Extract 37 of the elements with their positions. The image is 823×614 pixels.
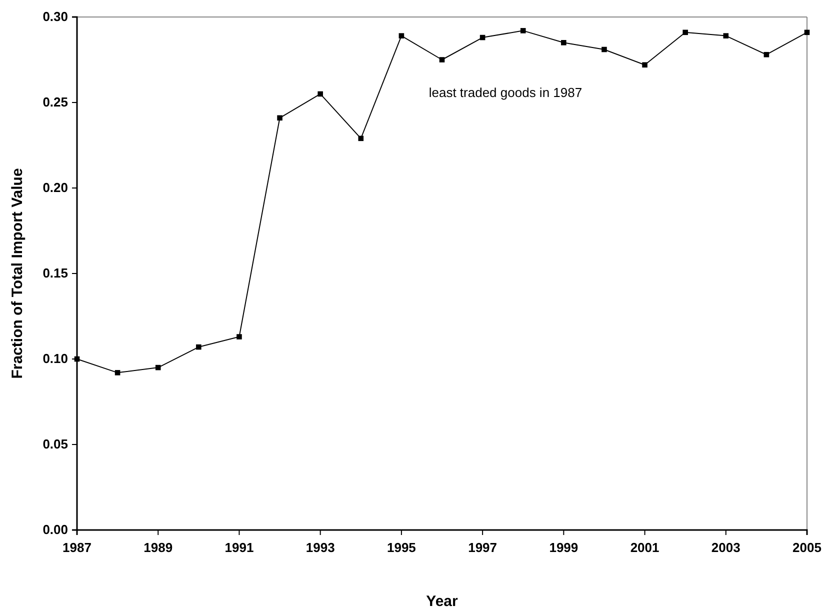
point (358, 136, 364, 142)
point (602, 46, 607, 52)
x-tick-label: 1989 (144, 540, 173, 556)
x-tick-label: 2005 (792, 540, 822, 556)
point (439, 57, 445, 62)
point (196, 344, 202, 350)
point (155, 364, 161, 370)
x-tick-label: 1995 (386, 540, 416, 556)
y-tick-label: 0.00 (42, 522, 68, 538)
x-tick-label: 1993 (306, 540, 335, 556)
x-tick-label: 1991 (224, 540, 254, 556)
y-tick-label: 0.30 (42, 9, 68, 24)
point (236, 334, 242, 340)
point (642, 62, 648, 68)
point (723, 33, 729, 38)
point (764, 52, 770, 58)
x-tick-label: 1997 (468, 540, 498, 556)
x-tick-label: 2003 (711, 540, 740, 556)
annotation: least traded goods in 1987 (428, 85, 582, 100)
point (398, 33, 404, 38)
point (561, 40, 566, 46)
y-tick-label: 0.25 (42, 94, 68, 110)
point (520, 28, 526, 34)
x-tick-label: 1999 (549, 540, 578, 556)
point (114, 370, 120, 376)
y-tick-label: 0.20 (42, 180, 68, 196)
point (804, 30, 810, 36)
x-tick-label: 1987 (62, 540, 92, 556)
point (277, 115, 282, 121)
y-tick-label: 0.15 (42, 266, 68, 281)
x-axis-title: Year (426, 593, 458, 610)
y-tick-label: 0.10 (42, 351, 68, 366)
point (682, 30, 688, 36)
y-tick-label: 0.05 (42, 436, 68, 452)
y-axis-title: Fraction of Total Import Value (9, 168, 26, 379)
x-tick-label: 2001 (630, 540, 660, 556)
point (318, 91, 323, 97)
